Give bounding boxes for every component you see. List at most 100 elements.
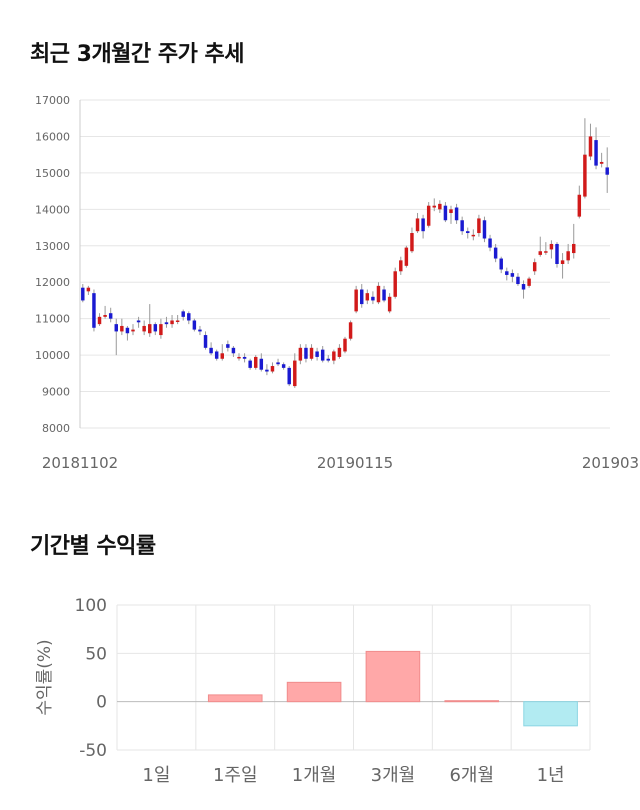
candle-body xyxy=(549,243,554,250)
candle-body xyxy=(108,313,113,319)
candle-body xyxy=(209,347,213,354)
candle-body xyxy=(181,311,185,317)
candle-body xyxy=(477,218,481,234)
candle-body xyxy=(86,287,91,292)
y-tick-label: 11000 xyxy=(35,313,70,326)
candle-body xyxy=(287,367,291,385)
candle-body xyxy=(337,347,342,357)
y-tick-label: 17000 xyxy=(35,94,70,107)
candlestick-chart: 8000 9000 10000 11000 12000 13000 14000 15000 16… xyxy=(35,94,640,472)
candle-body xyxy=(175,320,180,322)
candle-body xyxy=(382,289,386,301)
y-tick-label: 13000 xyxy=(35,240,70,253)
y-axis-title: 수익률(%) xyxy=(35,639,55,715)
candle-body xyxy=(544,251,548,253)
candle-body xyxy=(136,320,141,323)
candle-body xyxy=(415,218,420,232)
candle-body xyxy=(276,362,280,365)
candle-body xyxy=(466,231,470,234)
returns-chart-title: 기간별 수익률 xyxy=(30,534,156,559)
return-bar xyxy=(207,694,263,703)
candle-body xyxy=(493,247,498,259)
candle-body xyxy=(92,293,96,328)
candle-body xyxy=(538,251,542,255)
candle-body xyxy=(103,315,107,317)
candle-body xyxy=(320,349,325,361)
candle-body xyxy=(376,285,381,303)
y-tick-label: 12000 xyxy=(35,276,70,289)
candle-body xyxy=(237,356,241,359)
candle-body xyxy=(566,251,570,261)
candle-body xyxy=(148,324,152,334)
candle-body xyxy=(354,289,358,312)
candle-body xyxy=(81,287,85,301)
x-category-label: 6개월 xyxy=(449,765,494,786)
candle-body xyxy=(159,324,163,336)
candle-body xyxy=(426,205,431,226)
candle-body xyxy=(281,364,286,368)
candle-body xyxy=(226,344,230,348)
y-tick-label: 100 xyxy=(75,596,107,616)
candle-body xyxy=(555,243,559,264)
candle-body xyxy=(594,140,598,166)
candle-body xyxy=(572,243,576,254)
candle-body xyxy=(360,289,364,305)
candle-body xyxy=(131,329,135,332)
candle-body xyxy=(97,316,102,325)
candle-body xyxy=(605,167,609,175)
candle-body xyxy=(231,347,236,354)
y-tick-label: 50 xyxy=(85,644,107,664)
x-category-label: 1일 xyxy=(142,765,170,786)
candle-body xyxy=(432,205,436,208)
candle-body xyxy=(293,360,297,387)
candle-body xyxy=(449,209,453,213)
candle-body xyxy=(482,220,487,239)
candle-body xyxy=(393,271,397,297)
candle-body xyxy=(532,262,537,272)
price-chart-title: 최근 3개월간 주가 추세 xyxy=(30,42,244,67)
candle-body xyxy=(170,320,174,325)
return-bar xyxy=(523,701,578,727)
candle-body xyxy=(265,369,269,372)
candle-body xyxy=(203,335,208,348)
candle-body xyxy=(588,136,593,157)
candle-body xyxy=(120,325,124,332)
candle-body xyxy=(471,234,476,237)
candle-body xyxy=(114,324,118,332)
candle-body xyxy=(387,296,392,312)
candle-body xyxy=(187,313,191,321)
candle-body xyxy=(365,293,370,301)
candle-body xyxy=(438,203,442,210)
x-category-label: 1개월 xyxy=(292,765,337,786)
candle-body xyxy=(410,233,414,252)
candle-body xyxy=(348,322,353,339)
candle-body xyxy=(371,296,375,301)
y-tick-label: 14000 xyxy=(35,203,70,216)
candle-body xyxy=(499,258,503,270)
x-category-label: 3개월 xyxy=(371,765,416,786)
candle-body xyxy=(488,238,492,248)
candle-body xyxy=(516,276,520,285)
candle-body xyxy=(599,161,604,164)
candle-body xyxy=(315,351,319,357)
candle-body xyxy=(125,327,130,334)
x-tick-label: 20181102 xyxy=(42,454,118,472)
return-bar xyxy=(444,700,500,703)
x-category-label: 1주일 xyxy=(213,765,258,786)
candle-body xyxy=(510,273,515,277)
y-tick-label: 16000 xyxy=(35,130,70,143)
candle-body xyxy=(242,356,247,359)
candle-body xyxy=(198,329,202,332)
candle-body xyxy=(304,347,308,359)
candle-body xyxy=(254,356,258,368)
candle-body xyxy=(399,260,403,272)
candle-body xyxy=(220,353,224,359)
candle-body xyxy=(270,366,275,372)
x-category-label: 1년 xyxy=(537,765,565,786)
candle-body xyxy=(505,271,509,275)
candle-body xyxy=(460,220,464,232)
candle-body xyxy=(332,351,336,361)
candle-body xyxy=(214,351,219,359)
candle-body xyxy=(298,347,303,361)
